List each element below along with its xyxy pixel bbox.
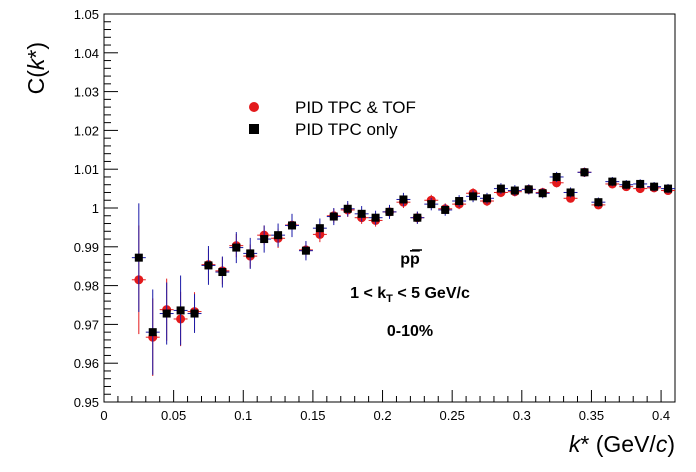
data-point-square <box>385 207 394 216</box>
legend-label-tpc-only: PID TPC only <box>295 120 398 139</box>
data-point-square <box>274 231 283 240</box>
data-point-square <box>399 195 408 204</box>
data-point-square <box>510 186 519 195</box>
data-point-square <box>371 213 380 222</box>
annotations: pp 1 < kT < 5 GeV/c 0-10% <box>350 249 470 340</box>
y-axis: 0.95 0.96 0.97 0.98 0.99 1 1.01 1.02 1.03 1.04 1.0… <box>74 7 118 410</box>
y-tick-label: 0.95 <box>74 395 99 410</box>
legend-marker-tpc-tof <box>249 102 259 112</box>
data-point-square <box>496 184 505 193</box>
x-tick-label: 0.05 <box>161 408 186 423</box>
data-point-square <box>134 253 143 262</box>
x-tick-label: 0.3 <box>513 408 531 423</box>
data-point-square <box>176 306 185 315</box>
series-pid-tpc-only <box>131 167 675 375</box>
x-tick-label: 0.35 <box>579 408 604 423</box>
data-point-square <box>218 268 227 277</box>
legend-marker-tpc-only <box>249 124 259 134</box>
data-point-square <box>455 197 464 206</box>
annotation-pbar: p <box>410 251 420 268</box>
x-axis-title: k* (GeV/c) <box>569 431 675 457</box>
data-point-square <box>552 172 561 181</box>
data-point-square <box>469 192 478 201</box>
data-point-square <box>636 179 645 188</box>
y-tick-label: 1.04 <box>74 46 99 61</box>
y-tick-label: 1.03 <box>74 85 99 100</box>
y-tick-label: 0.96 <box>74 356 99 371</box>
x-tick-label: 0.15 <box>300 408 325 423</box>
x-axis-title-end: ) <box>667 431 675 457</box>
x-axis: 0 0.05 0.1 0.15 0.2 0.25 0.3 0.35 0.4 <box>100 390 676 423</box>
data-point-square <box>413 213 422 222</box>
data-point-square <box>482 194 491 203</box>
data-point-square <box>204 261 213 270</box>
y-tick-label: 0.97 <box>74 317 99 332</box>
data-point-square <box>357 209 366 218</box>
x-tick-label: 0.2 <box>373 408 391 423</box>
data-point-square <box>232 243 241 252</box>
data-point-square <box>622 180 631 189</box>
x-tick-label: 0 <box>100 408 107 423</box>
legend-label-tpc-tof: PID TPC & TOF <box>295 98 416 117</box>
data-point-square <box>288 221 297 230</box>
x-axis-title-mid: * (GeV/ <box>580 431 656 457</box>
y-axis-title-k: k <box>23 57 49 70</box>
x-axis-title-k: k <box>569 431 582 457</box>
annotation-centrality: 0-10% <box>387 323 433 340</box>
y-tick-label: 1 <box>92 201 99 216</box>
data-point-square <box>580 168 589 177</box>
data-layer <box>131 167 675 377</box>
y-tick-label: 0.98 <box>74 279 99 294</box>
x-tick-label: 0.1 <box>234 408 252 423</box>
y-tick-label: 0.99 <box>74 240 99 255</box>
legend: PID TPC & TOF PID TPC only <box>249 98 416 139</box>
annotation-kt-rest: < 5 GeV/c <box>393 285 470 302</box>
x-tick-label: 0.4 <box>652 408 670 423</box>
data-point-square <box>162 309 171 318</box>
x-tick-label: 0.25 <box>440 408 465 423</box>
data-point-square <box>538 189 547 198</box>
data-point-square <box>329 212 338 221</box>
annotation-kt-sub: T <box>386 293 393 305</box>
y-tick-label: 1.02 <box>74 123 99 138</box>
data-point-square <box>650 182 659 191</box>
y-tick-label: 1.01 <box>74 162 99 177</box>
y-axis-title-star: *) <box>23 42 49 59</box>
data-point-square <box>566 188 575 197</box>
data-point-square <box>148 328 157 337</box>
data-point-square <box>301 246 310 255</box>
data-point-square <box>315 224 324 233</box>
data-point-square <box>594 198 603 207</box>
data-point-square <box>608 177 617 186</box>
y-axis-title: C(k*) <box>23 42 49 94</box>
data-point-square <box>441 205 450 214</box>
y-axis-title-text: C( <box>23 70 49 95</box>
annotation-system: pp <box>400 251 420 268</box>
y-tick-label: 1.05 <box>74 7 99 22</box>
x-axis-title-c: c <box>656 431 668 457</box>
data-point-square <box>524 185 533 194</box>
annotation-kt-range: 1 < kT < 5 GeV/c <box>350 285 470 305</box>
data-point-square <box>343 204 352 213</box>
data-point-square <box>260 235 269 244</box>
data-point-square <box>427 200 436 209</box>
data-point-square <box>246 249 255 258</box>
data-point-square <box>190 309 199 318</box>
data-point-square <box>664 184 673 193</box>
